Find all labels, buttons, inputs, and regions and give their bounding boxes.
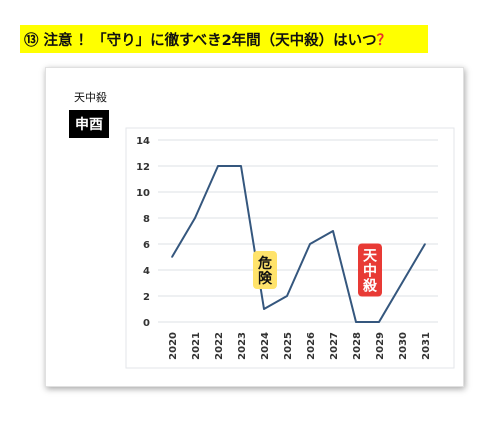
data-point	[217, 165, 219, 167]
x-tick-label: 2026	[306, 332, 317, 360]
x-tick-label: 2024	[260, 332, 271, 360]
y-tick-label: 4	[143, 266, 150, 277]
data-point	[286, 295, 288, 297]
data-point	[355, 321, 357, 323]
y-tick-label: 0	[143, 318, 150, 329]
y-tick-label: 14	[136, 136, 150, 147]
y-tick-label: 10	[136, 188, 150, 199]
x-tick-label: 2027	[329, 332, 340, 360]
tenchusatsu-label: 天中殺	[74, 91, 107, 104]
y-tick-label: 8	[143, 214, 150, 225]
page-title: ⑬ 注意 ！「守り」に徹すべき2年間（天中殺）はいつ	[24, 32, 377, 49]
series-line	[171, 165, 426, 323]
plot-area-border	[125, 127, 455, 369]
x-tick-label: 2022	[214, 332, 225, 360]
danger-annotation: 危険	[253, 251, 277, 289]
tenchusatsu-annotation: 天中殺	[358, 243, 382, 297]
annotation-box	[358, 243, 382, 297]
tenchusatsu-type-tag: 申酉	[69, 110, 109, 138]
data-point	[194, 217, 196, 219]
data-point	[332, 230, 334, 232]
x-tick-label: 2030	[398, 332, 409, 360]
x-tick-label: 2031	[421, 332, 432, 360]
data-point	[309, 243, 311, 245]
x-tick-label: 2028	[352, 332, 363, 360]
title-question-mark: ？	[376, 32, 392, 49]
y-tick-label: 12	[136, 162, 150, 173]
title-banner: ⑬ 注意 ！「守り」に徹すべき2年間（天中殺）はいつ？	[20, 25, 428, 53]
y-tick-label: 6	[143, 240, 150, 251]
data-point	[240, 165, 242, 167]
x-tick-label: 2029	[375, 332, 386, 360]
annotation-text: 危険	[257, 255, 273, 287]
chart-frame	[45, 67, 464, 387]
data-point	[401, 282, 403, 284]
y-tick-label: 2	[143, 292, 150, 303]
x-tick-label: 2021	[191, 332, 202, 360]
x-tick-label: 2020	[168, 332, 179, 360]
data-point	[263, 308, 265, 310]
data-point	[378, 321, 380, 323]
x-tick-label: 2023	[237, 332, 248, 360]
annotation-text: 天中殺	[362, 249, 378, 295]
annotation-box	[253, 251, 277, 289]
data-point	[424, 243, 426, 245]
data-point	[171, 256, 173, 258]
x-tick-label: 2025	[283, 332, 294, 360]
